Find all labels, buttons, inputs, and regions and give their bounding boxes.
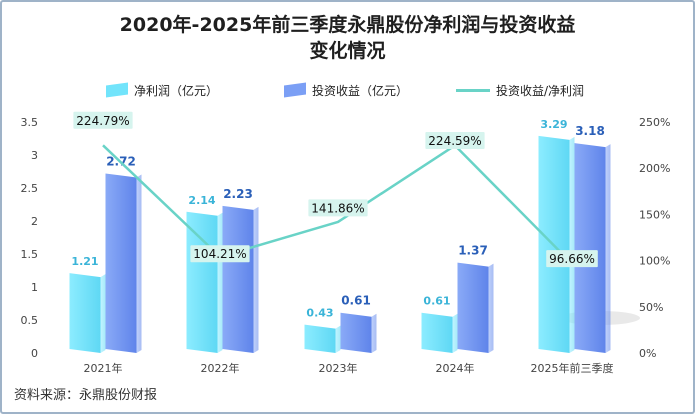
chart-title-line1: 2020年-2025年前三季度永鼎股份净利润与投资收益 [119, 14, 576, 36]
bar-investment-income-1-side [253, 206, 259, 353]
bar-investment-income-2-side [371, 313, 377, 353]
label-net-profit-0: 1.21 [71, 255, 98, 268]
label-investment-income-3: 1.37 [458, 244, 488, 258]
legend-item-investment-income: 投资收益（亿元） [284, 80, 408, 100]
legend-label-investment-income: 投资收益（亿元） [312, 83, 409, 98]
x-tick-1: 2022年 [201, 361, 240, 375]
y-right-tick-4: 200% [639, 162, 670, 175]
y-left-tick-7: 3.5 [21, 116, 39, 129]
label-investment-income-4: 3.18 [575, 124, 605, 138]
y-left-tick-3: 1.5 [21, 248, 39, 261]
label-net-profit-4: 3.29 [540, 118, 567, 131]
label-net-profit-3: 0.61 [423, 295, 450, 308]
bar-investment-income-3 [457, 262, 489, 353]
legend-item-ratio: 投资收益/净利润 [456, 80, 584, 100]
ratio-label-1: 104.21% [193, 247, 246, 261]
bar-net-profit-3-side [452, 313, 458, 353]
x-tick-0: 2021年 [84, 361, 123, 375]
y-left-tick-2: 1 [31, 281, 38, 294]
bar-net-profit-0 [69, 273, 101, 353]
bar-investment-income-0-side [136, 174, 142, 353]
y-right-tick-1: 50% [639, 301, 663, 314]
chart-legend: 净利润（亿元） 投资收益（亿元） 投资收益/净利润 [0, 80, 695, 100]
ratio-label-box-3 [425, 131, 485, 149]
ratio-label-3: 224.59% [428, 134, 481, 148]
bar-net-profit-2-side [335, 325, 341, 353]
bar-investment-income-4 [574, 143, 606, 353]
ratio-label-box-4 [546, 250, 598, 268]
label-net-profit-1: 2.14 [188, 194, 215, 207]
bar-investment-income-4-side [605, 144, 611, 353]
ratio-label-box-0 [73, 111, 133, 129]
ratio-label-2: 141.86% [311, 201, 364, 215]
ratio-label-4: 96.66% [549, 252, 595, 266]
ratio-label-box-1 [190, 245, 250, 263]
legend-label-ratio: 投资收益/净利润 [496, 83, 585, 98]
y-right-tick-3: 150% [639, 208, 670, 221]
y-left-tick-6: 3 [31, 149, 38, 162]
bar-investment-income-2 [340, 312, 372, 353]
legend-item-net-profit: 净利润（亿元） [106, 80, 218, 100]
bar-investment-income-3-side [488, 263, 494, 353]
x-tick-2: 2023年 [319, 361, 358, 375]
ratio-label-0: 224.79% [76, 114, 129, 128]
legend-swatch-ratio [456, 88, 490, 92]
y-left-tick-0: 0 [31, 347, 38, 360]
y-left-tick-5: 2.5 [21, 182, 39, 195]
bar-net-profit-2 [304, 324, 336, 353]
bar-net-profit-4-side [569, 136, 575, 353]
x-tick-4: 2025年前三季度 [531, 361, 614, 375]
y-left-tick-4: 2 [31, 215, 38, 228]
y-right-tick-0: 0% [639, 347, 656, 360]
bar-net-profit-1-side [217, 212, 223, 353]
label-investment-income-1: 2.23 [223, 187, 253, 201]
y-left-tick-1: 0.5 [21, 314, 39, 327]
bar-investment-income-1 [222, 205, 254, 353]
bar-net-profit-0-side [100, 274, 106, 353]
label-net-profit-2: 0.43 [306, 307, 333, 320]
bar-investment-income-0 [105, 173, 137, 353]
x-tick-3: 2024年 [436, 361, 475, 375]
ratio-label-box-2 [308, 199, 368, 217]
legend-label-net-profit: 净利润（亿元） [134, 83, 219, 98]
source-note: 资料来源：永鼎股份财报 [14, 388, 158, 403]
chart-title-line2: 变化情况 [309, 40, 386, 62]
y-right-tick-5: 250% [639, 116, 670, 129]
ratio-line [102, 144, 573, 265]
label-investment-income-2: 0.61 [341, 294, 371, 308]
y-right-tick-2: 100% [639, 255, 670, 268]
bar-net-profit-3 [421, 312, 453, 353]
chart-title: 2020年-2025年前三季度永鼎股份净利润与投资收益 变化情况 [0, 12, 695, 64]
bar-net-profit-1 [186, 211, 218, 353]
